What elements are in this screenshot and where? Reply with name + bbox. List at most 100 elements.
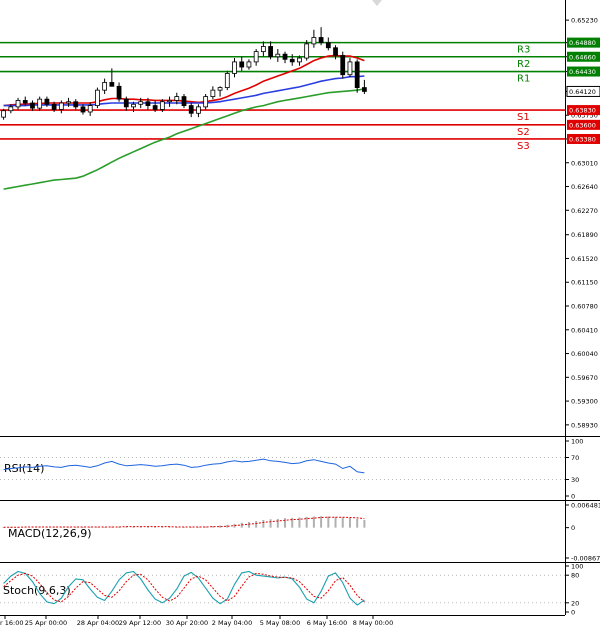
level-tag-label: 0.63830 bbox=[569, 107, 596, 115]
macd-axis-ticks: 0.006481 0 -0.008677 bbox=[565, 502, 600, 563]
level-tag-box bbox=[567, 119, 600, 130]
bullish-candle bbox=[37, 98, 43, 109]
stoch-k-line bbox=[3, 570, 365, 606]
time-axis-ticks: r 16:00 25 Apr 00:00 28 Apr 04:00 29 Apr 12… bbox=[0, 615, 393, 627]
bearish-candle bbox=[340, 55, 346, 76]
bearish-candle bbox=[325, 42, 331, 49]
level-name-s3: S3 bbox=[517, 141, 530, 152]
rsi-series bbox=[0, 457, 565, 480]
macd-hist-bar bbox=[320, 516, 323, 528]
bullish-candle bbox=[131, 103, 136, 108]
level-name-s2: S2 bbox=[517, 127, 530, 138]
current-price-label: 0.64120 bbox=[569, 88, 596, 96]
stoch-title: Stoch(9,6,3) bbox=[3, 584, 71, 597]
level-tag-box bbox=[567, 37, 600, 48]
macd-hist-bar bbox=[305, 516, 308, 528]
macd-hist-bar bbox=[334, 516, 337, 528]
bullish-candle bbox=[347, 61, 353, 76]
macd-hist-bar bbox=[110, 526, 113, 528]
time-tick-label: 5 May 08:00 bbox=[260, 619, 300, 627]
macd-hist-bar bbox=[74, 526, 77, 528]
macd-hist-bar bbox=[363, 519, 366, 528]
macd-hist-bar bbox=[247, 522, 250, 528]
bullish-candle bbox=[87, 105, 93, 113]
bullish-candle bbox=[304, 43, 310, 59]
pivot-levels: R3 R2 R1 S1 S2 S3 bbox=[0, 41, 565, 152]
stoch-tick-label: 0 bbox=[571, 609, 575, 617]
level-tag-box bbox=[567, 133, 600, 144]
macd-hist-bar bbox=[219, 525, 222, 528]
bullish-candle bbox=[203, 96, 209, 108]
rsi-panel: RSI(14) 100 70 30 0 bbox=[0, 437, 600, 501]
bearish-candle bbox=[268, 46, 273, 58]
stochastic-series bbox=[0, 570, 565, 606]
level-name-r1: R1 bbox=[517, 74, 530, 85]
bullish-candle bbox=[102, 82, 108, 91]
bullish-candle bbox=[311, 37, 317, 45]
macd-hist-bar bbox=[356, 518, 359, 528]
bullish-candle bbox=[138, 101, 144, 105]
macd-hist-bar bbox=[118, 526, 121, 528]
price-panel: R3 R2 R1 S1 S2 S3 0.65230 0.64880 0.64660 0.6443… bbox=[0, 0, 600, 437]
macd-tick-label: 0 bbox=[571, 524, 575, 532]
level-tag-box bbox=[567, 51, 600, 62]
macd-hist-bar bbox=[96, 526, 99, 528]
macd-hist-bar bbox=[233, 523, 236, 528]
macd-hist-bar bbox=[103, 526, 106, 528]
bullish-candle bbox=[196, 106, 201, 114]
bearish-candle bbox=[116, 85, 122, 100]
level-tag-label: 0.64430 bbox=[569, 68, 596, 76]
bullish-candle bbox=[1, 110, 6, 118]
time-tick-label: 8 May 00:00 bbox=[353, 619, 393, 627]
macd-hist-bar bbox=[312, 516, 315, 528]
level-tag-label: 0.64660 bbox=[569, 53, 596, 61]
moving-average-line bbox=[3, 88, 365, 190]
level-name-r3: R3 bbox=[517, 45, 530, 56]
macd-signal-line bbox=[3, 516, 365, 528]
bullish-candle bbox=[15, 100, 21, 108]
bearish-candle bbox=[22, 100, 28, 104]
bearish-candle bbox=[30, 102, 35, 109]
time-tick-label: 25 Apr 00:00 bbox=[25, 619, 67, 627]
level-price-tags: 0.64880 0.64660 0.64430 0.63830 0.63600 0.633… bbox=[567, 37, 600, 144]
macd-hist-bar bbox=[226, 524, 229, 528]
bearish-candle bbox=[109, 82, 115, 87]
macd-hist-bar bbox=[146, 526, 149, 528]
macd-hist-bar bbox=[211, 526, 214, 528]
level-tag-label: 0.64880 bbox=[569, 39, 596, 47]
price-tick-label: 0.63750 bbox=[571, 112, 598, 120]
current-price-box bbox=[566, 85, 600, 97]
bullish-candle bbox=[253, 51, 259, 63]
bearish-candle bbox=[152, 105, 158, 110]
rsi-title: RSI(14) bbox=[4, 462, 44, 475]
price-tick-label: 0.59670 bbox=[571, 374, 598, 382]
macd-hist-bar bbox=[89, 526, 92, 528]
bearish-candle bbox=[51, 103, 57, 110]
price-tick-label: 0.61890 bbox=[571, 231, 598, 239]
macd-panel: MACD(12,26,9) 0.006481 0 -0.008677 bbox=[0, 500, 600, 563]
level-tag-box bbox=[567, 105, 600, 116]
macd-tick-label: -0.008677 bbox=[571, 555, 600, 563]
stoch-tick-label: 20 bbox=[571, 599, 579, 607]
macd-hist-bar bbox=[132, 526, 135, 528]
bullish-candle bbox=[66, 101, 71, 104]
time-tick-label: 2 May 04:00 bbox=[212, 619, 252, 627]
macd-hist-bar bbox=[139, 526, 142, 528]
bullish-candle bbox=[58, 102, 64, 110]
time-tick-label: 28 Apr 04:00 bbox=[77, 619, 119, 627]
bullish-candle bbox=[260, 46, 266, 53]
bullish-candle bbox=[167, 100, 172, 103]
bearish-candle bbox=[354, 61, 360, 88]
price-tick-label: 0.61150 bbox=[571, 279, 598, 287]
bearish-candle bbox=[188, 105, 194, 114]
stoch-tick-label: 100 bbox=[571, 563, 583, 571]
bullish-candle bbox=[224, 73, 230, 88]
stoch-d-line bbox=[3, 572, 365, 603]
macd-hist-bar bbox=[154, 526, 157, 528]
level-name-s1: S1 bbox=[517, 112, 530, 123]
bullish-candle bbox=[297, 57, 302, 63]
bullish-candle bbox=[275, 53, 281, 58]
level-tag-label: 0.63600 bbox=[569, 121, 596, 129]
